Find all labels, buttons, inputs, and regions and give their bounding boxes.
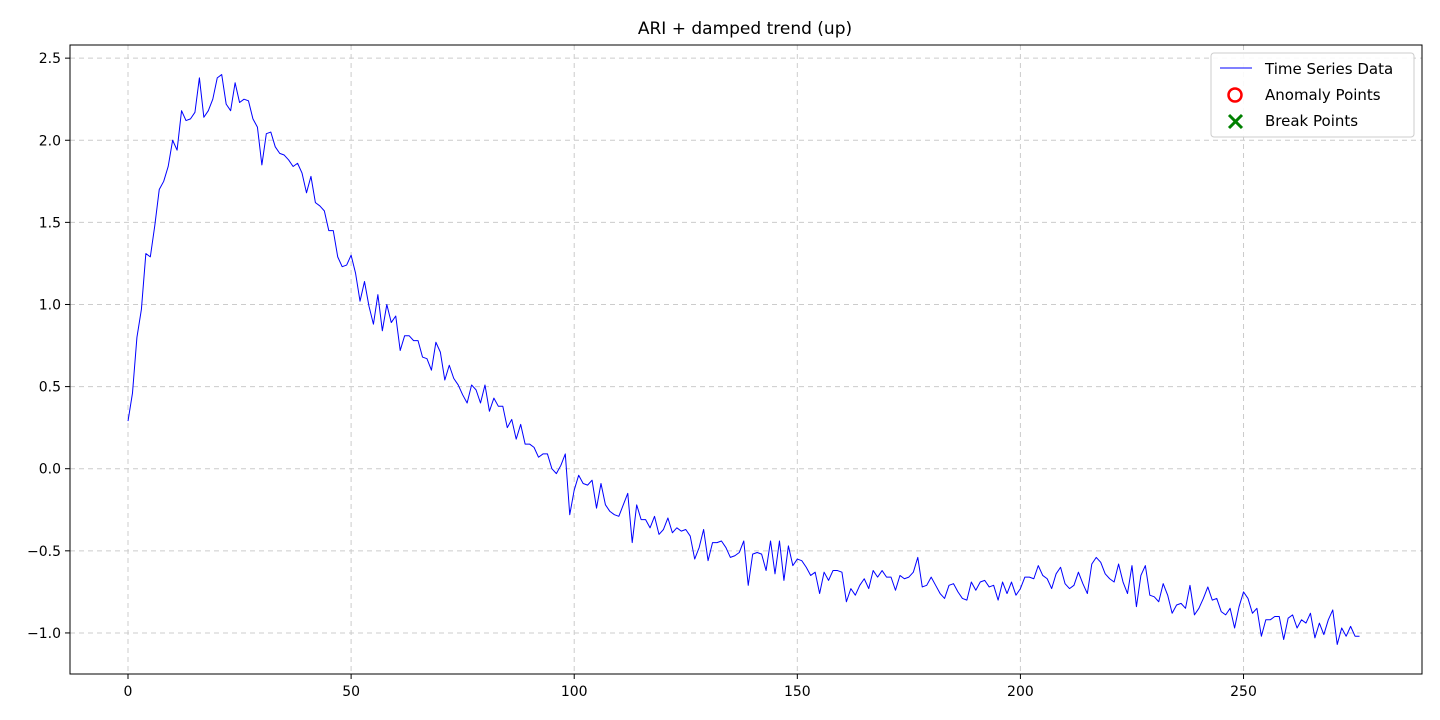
x-tick-label: 250 bbox=[1230, 684, 1257, 700]
series-line bbox=[127, 74, 1360, 645]
chart-title: ARI + damped trend (up) bbox=[638, 19, 852, 39]
x-axis: 0 50 100 150 200 250 bbox=[124, 674, 1257, 700]
y-tick-label: −0.5 bbox=[27, 544, 61, 560]
y-tick-label: 1.5 bbox=[39, 215, 61, 231]
x-tick-label: 50 bbox=[342, 684, 360, 700]
x-tick-label: 0 bbox=[124, 684, 133, 700]
y-tick-label: 0.5 bbox=[39, 380, 61, 396]
legend-circle-icon bbox=[1227, 87, 1243, 103]
legend-label-anomaly: Anomaly Points bbox=[1265, 86, 1381, 104]
legend-label-break: Break Points bbox=[1265, 112, 1358, 130]
x-tick-label: 150 bbox=[784, 684, 811, 700]
x-tick-label: 100 bbox=[561, 684, 588, 700]
plot-frame bbox=[69, 44, 1423, 675]
legend-box bbox=[1210, 52, 1415, 138]
y-tick-label: −1.0 bbox=[27, 626, 61, 642]
y-tick-label: 2.0 bbox=[39, 133, 61, 149]
y-axis: −1.0 −0.5 0.0 0.5 1.0 1.5 2.0 2.5 bbox=[27, 51, 70, 642]
legend-label-series: Time Series Data bbox=[1264, 60, 1393, 78]
y-tick-label: 2.5 bbox=[39, 51, 61, 67]
legend-x-icon bbox=[1227, 113, 1244, 130]
y-tick-label: 0.0 bbox=[39, 462, 61, 478]
grid bbox=[70, 45, 1422, 674]
x-tick-label: 200 bbox=[1007, 684, 1034, 700]
legend: Time Series Data Anomaly Points Break Po… bbox=[1210, 52, 1415, 138]
series-layer bbox=[127, 74, 1360, 645]
y-tick-label: 1.0 bbox=[39, 297, 61, 313]
